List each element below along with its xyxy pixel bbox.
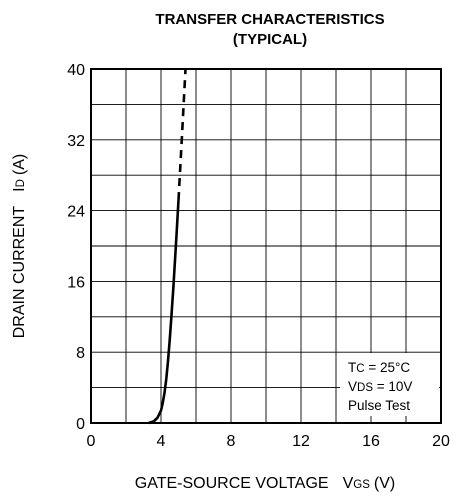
curve-dashed (177, 68, 187, 201)
x-tick-label: 20 (432, 433, 450, 450)
curves (148, 68, 187, 425)
annotation-pulse-test: Pulse Test (348, 398, 410, 413)
y-tick-label: 16 (67, 274, 85, 291)
y-tick-label: 32 (67, 133, 85, 150)
x-tick-label: 16 (362, 433, 380, 450)
x-tick-label: 8 (227, 433, 236, 450)
y-tick-label: 40 (67, 62, 85, 79)
annotation-tc: TC = 25°C (348, 360, 410, 375)
y-tick-label: 8 (76, 345, 85, 362)
y-tick-label: 24 (67, 204, 85, 221)
x-tick-label: 12 (292, 433, 310, 450)
y-tick-label: 0 (76, 416, 85, 433)
x-tick-label: 4 (157, 433, 166, 450)
curve-solid (148, 199, 180, 425)
y-axis-label: DRAIN CURRENTID(A) (11, 154, 28, 339)
annotation-box (340, 353, 439, 416)
chart-title: TRANSFER CHARACTERISTICS (155, 11, 384, 28)
annotation-vds: VDS = 10V (348, 379, 412, 394)
tick-labels: 0 4 8 12 16 20 0 8 16 24 32 40 (67, 62, 450, 450)
x-axis-label: GATE-SOURCE VOLTAGE VGS (V) (135, 475, 395, 492)
x-tick-label: 0 (87, 433, 96, 450)
grid (91, 69, 441, 423)
plot-frame (90, 68, 442, 424)
chart-subtitle: (TYPICAL) (233, 31, 307, 48)
